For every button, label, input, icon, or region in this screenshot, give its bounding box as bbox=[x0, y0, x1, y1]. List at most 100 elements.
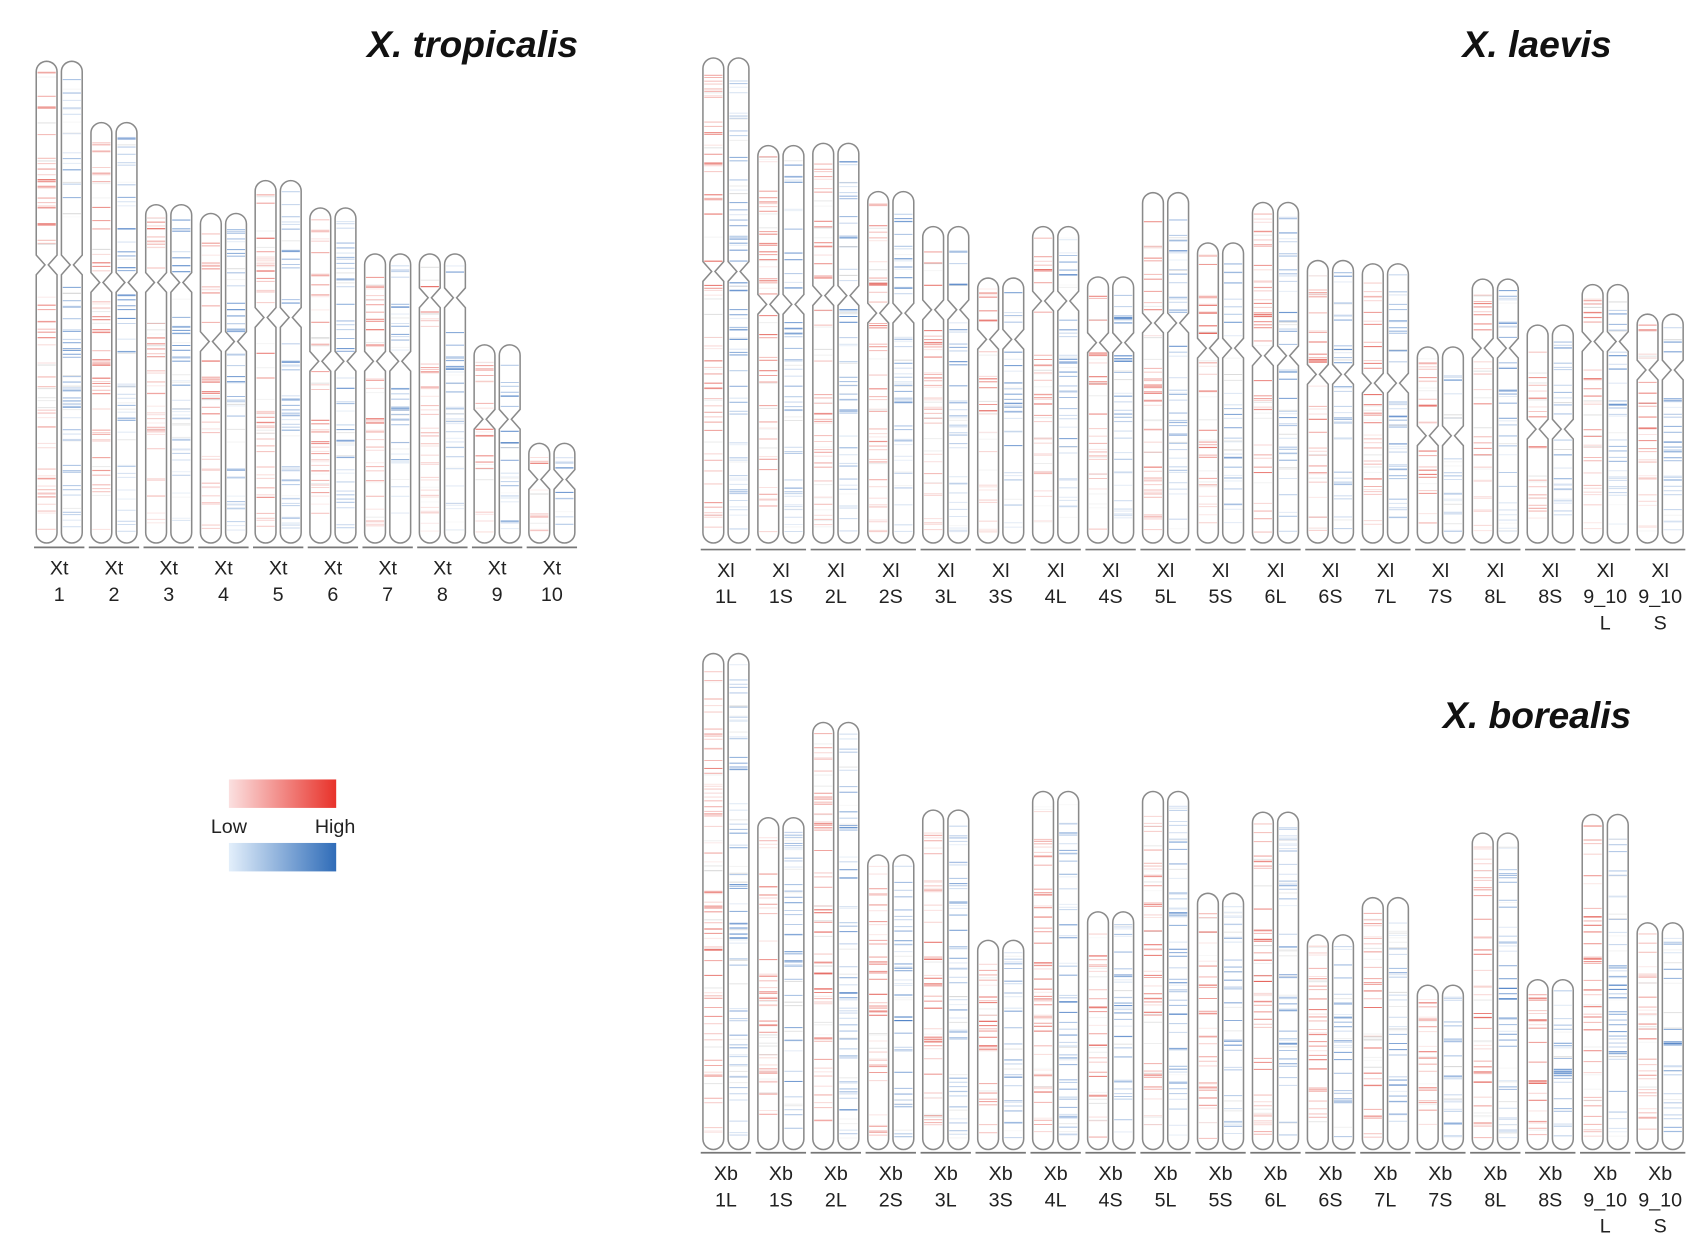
chromosome-label: 4 bbox=[218, 584, 229, 606]
chromosome-label: 1L bbox=[715, 1189, 737, 1211]
chromosome-label: Xb bbox=[714, 1163, 738, 1185]
chromatid bbox=[60, 60, 83, 544]
chromatid bbox=[1141, 790, 1165, 1151]
chromatid bbox=[35, 60, 58, 544]
chromosome-pair: Xl 7S bbox=[1415, 346, 1466, 608]
chromosome-label: Xt bbox=[269, 558, 288, 580]
chromatid bbox=[702, 57, 725, 544]
chromosome-label: 9_10 bbox=[1583, 586, 1627, 608]
chromosome-label: Xt bbox=[159, 558, 178, 580]
chromosome-label: 9 bbox=[492, 584, 503, 606]
chromatid bbox=[1276, 811, 1300, 1151]
chromatid bbox=[892, 854, 915, 1151]
chromosome-label: Xt bbox=[50, 558, 69, 580]
chromosome-pair: Xb 2L bbox=[810, 721, 862, 1211]
chromatid bbox=[1002, 277, 1025, 544]
chromosome-label: L bbox=[1600, 1216, 1611, 1238]
chromatid bbox=[867, 190, 890, 544]
chromosome-label: 8L bbox=[1484, 1189, 1506, 1211]
chromatid bbox=[1057, 225, 1080, 544]
chromosome-label: 6L bbox=[1265, 586, 1287, 608]
chromosome-pair: Xb 4L bbox=[1030, 790, 1081, 1211]
chromosome-label: 7S bbox=[1428, 586, 1452, 608]
chromatid bbox=[757, 144, 780, 544]
chromosome-label: Xt bbox=[433, 558, 452, 580]
panel: X. laevis Xl 1L Xl 1S Xl 2L Xl 2S Xl 3L Xl 3S Xl 4L Xl 4… bbox=[700, 23, 1686, 634]
chromatid bbox=[812, 142, 835, 544]
chromosome-pair: Xl 6S bbox=[1305, 259, 1356, 608]
chromosome-label: Xl bbox=[1377, 560, 1395, 582]
chromatid bbox=[947, 225, 970, 544]
chromatid bbox=[1471, 832, 1494, 1151]
chromosome-pair: Xb 5S bbox=[1195, 892, 1246, 1211]
chromosome-pair: Xl 4L bbox=[1030, 225, 1081, 608]
chromatid bbox=[921, 809, 945, 1151]
chromosome-label: Xb bbox=[1483, 1163, 1507, 1185]
chromatid bbox=[1331, 259, 1355, 544]
chromosome-label: 4L bbox=[1045, 1189, 1067, 1211]
chromatid bbox=[1086, 276, 1110, 544]
chromatid bbox=[1636, 922, 1659, 1151]
chromatid bbox=[389, 253, 412, 544]
panel: X. borealisXb1LXb1SXb2LXb2SXb3LXb3SXb4LX… bbox=[700, 652, 1686, 1238]
chromosome-label: Xl bbox=[882, 560, 900, 582]
chromosome-label: Xb bbox=[934, 1163, 958, 1185]
chromosome-label: Xl bbox=[937, 560, 955, 582]
chromatid bbox=[837, 142, 860, 544]
chromosome-label: Xl bbox=[1047, 560, 1065, 582]
chromosome-label: 8L bbox=[1484, 586, 1506, 608]
chromatid bbox=[363, 253, 387, 544]
chromosome-label: 1L bbox=[715, 586, 737, 608]
chromatid bbox=[892, 190, 915, 544]
chromosome-pair: Xl 2S bbox=[865, 190, 916, 608]
chromosome-pair: Xt 10 bbox=[526, 442, 578, 606]
chromatid bbox=[1251, 811, 1275, 1151]
chromosome-pair: Xl 9_10 L bbox=[1580, 283, 1631, 634]
chromosome-pair: Xb 5L bbox=[1140, 790, 1191, 1211]
chromosome-label: 1S bbox=[769, 586, 793, 608]
chromatid bbox=[309, 207, 332, 544]
chromosome-label: Xb bbox=[1099, 1163, 1123, 1185]
chromosome-label: 5L bbox=[1155, 1189, 1177, 1211]
chromatid bbox=[1606, 283, 1629, 544]
chromatid bbox=[1386, 896, 1410, 1151]
chromosome-pair: Xl 6L bbox=[1250, 201, 1301, 608]
chromosome-label: 4S bbox=[1099, 1189, 1123, 1211]
chromosome-label: 1S bbox=[769, 1189, 793, 1211]
chromatid bbox=[1306, 259, 1330, 544]
chromosome-pair: Xl 7L bbox=[1360, 263, 1411, 608]
chromatid bbox=[1251, 201, 1275, 544]
chromosome-label: 7S bbox=[1428, 1189, 1452, 1211]
chromosome-label: 4S bbox=[1099, 586, 1123, 608]
chromosome-label: 7 bbox=[382, 584, 393, 606]
chromatid bbox=[1221, 242, 1245, 544]
chromatid bbox=[1416, 346, 1439, 544]
chromosome-label: 2L bbox=[825, 1189, 847, 1211]
chromatid bbox=[473, 344, 496, 544]
chromosome-label: 3L bbox=[935, 1189, 957, 1211]
chromosome-pair: Xb 9_10 S bbox=[1634, 922, 1686, 1238]
chromatid bbox=[1496, 278, 1520, 544]
chromosome-label: Xb bbox=[1318, 1163, 1342, 1185]
chromosome-pair: Xl 5S bbox=[1195, 242, 1246, 608]
chromatid bbox=[1661, 922, 1684, 1151]
chromosome-pair: Xb 8L bbox=[1470, 832, 1521, 1211]
chromosome-pair: Xb 8S bbox=[1525, 979, 1576, 1211]
chromatid bbox=[837, 721, 860, 1151]
chromosome-label: 6S bbox=[1318, 1189, 1342, 1211]
chromosome-label: Xb bbox=[824, 1163, 848, 1185]
chromosome-label: 5 bbox=[273, 584, 284, 606]
chromosome-label: Xt bbox=[324, 558, 343, 580]
chromosome-pair: Xt 2 bbox=[88, 121, 140, 606]
chromatid bbox=[782, 144, 805, 544]
chromatid bbox=[170, 204, 193, 544]
chromatid bbox=[1166, 790, 1190, 1151]
chromatid bbox=[1386, 263, 1410, 544]
chromosome-label: 3S bbox=[989, 1189, 1013, 1211]
chromosome-pair: Xl 2L bbox=[810, 142, 862, 608]
chromosome-label: Xl bbox=[1212, 560, 1230, 582]
chromatid bbox=[224, 212, 248, 544]
chromatid bbox=[1551, 324, 1575, 544]
legend-blue bbox=[228, 842, 337, 872]
chromatid bbox=[1002, 939, 1025, 1151]
